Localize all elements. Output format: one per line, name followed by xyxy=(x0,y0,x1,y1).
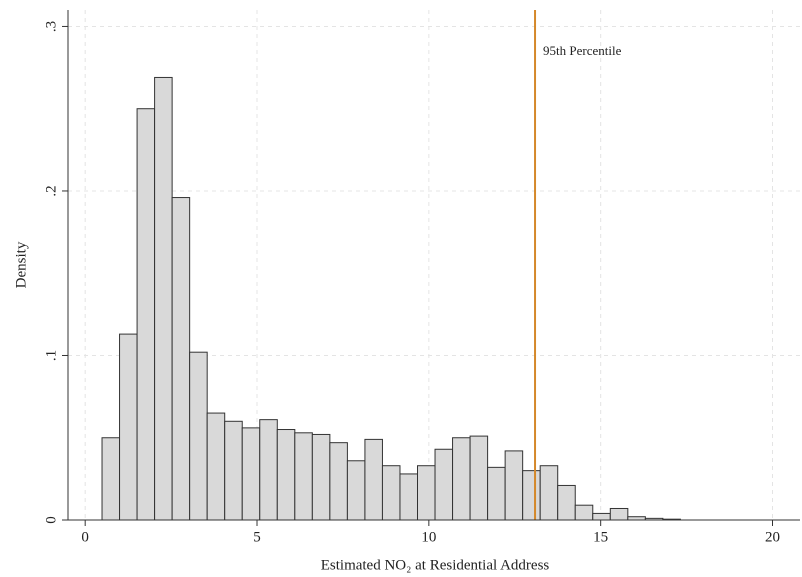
bar xyxy=(241,427,261,521)
bar xyxy=(592,512,611,521)
bar xyxy=(452,437,471,521)
y-tick-label: .1 xyxy=(43,350,59,361)
bar xyxy=(294,432,313,521)
bar xyxy=(609,507,629,521)
y-tick-label: .3 xyxy=(43,21,59,32)
reference-label: 95th Percentile xyxy=(543,43,622,58)
bar xyxy=(504,450,524,521)
bar xyxy=(259,419,278,521)
bar xyxy=(574,504,594,521)
bar xyxy=(206,412,226,521)
bar xyxy=(417,465,436,521)
bar xyxy=(522,470,541,521)
y-tick-label: 0 xyxy=(43,516,59,524)
bar xyxy=(119,333,138,521)
bar xyxy=(276,429,296,521)
bar xyxy=(364,438,383,521)
bar xyxy=(487,466,506,521)
bar xyxy=(381,465,401,521)
bar xyxy=(469,435,489,521)
bar xyxy=(171,197,191,521)
bar xyxy=(557,484,576,521)
bar xyxy=(154,76,173,521)
x-axis-label: Estimated NO₂ at Residential Address xyxy=(321,557,550,573)
bar xyxy=(189,351,208,521)
x-tick-label: 15 xyxy=(593,529,608,545)
bar xyxy=(101,437,121,521)
x-tick-label: 0 xyxy=(81,529,89,545)
y-tick-label: .2 xyxy=(43,185,59,196)
bar xyxy=(224,420,243,521)
x-tick-label: 20 xyxy=(765,529,780,545)
bar xyxy=(136,108,156,521)
bar xyxy=(399,473,419,521)
x-tick-label: 10 xyxy=(421,529,436,545)
bar xyxy=(311,433,331,521)
bar xyxy=(346,460,366,521)
bar xyxy=(539,465,559,521)
x-tick-label: 5 xyxy=(253,529,261,545)
bar xyxy=(434,448,454,521)
y-axis-label: Density xyxy=(13,241,29,288)
bar xyxy=(329,442,348,521)
